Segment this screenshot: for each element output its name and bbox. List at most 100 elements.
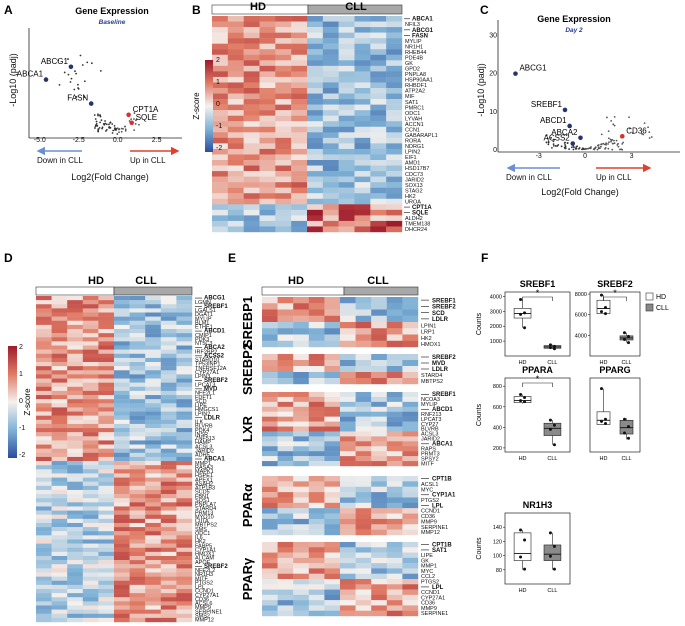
- heatmap-cell: [370, 76, 387, 83]
- zscore-tick: -2: [216, 145, 222, 152]
- volcano-point: [648, 137, 651, 139]
- heatmap-cell: [293, 421, 309, 427]
- heatmap-cell: [51, 551, 68, 557]
- heatmap-cell: [354, 182, 371, 188]
- heatmap-cell: [176, 353, 193, 359]
- heatmap-cell: [340, 524, 356, 530]
- heatmap-cell: [98, 560, 115, 565]
- heatmap-cell: [51, 506, 68, 511]
- boxplot-ylabel: Counts: [476, 537, 483, 560]
- heatmap-cell: [340, 568, 356, 574]
- volcano-point: [123, 125, 126, 128]
- heatmap-cell: [82, 395, 99, 400]
- heatmap-cell: [262, 518, 278, 525]
- heatmap-cell: [145, 514, 161, 520]
- heatmap-cell: [145, 461, 161, 466]
- heatmap-cell: [82, 613, 99, 619]
- gene-label: CCL2: [421, 574, 435, 580]
- heatmap-cell: [262, 354, 278, 361]
- heatmap-cell: [67, 477, 83, 482]
- heatmap-cell: [354, 176, 371, 183]
- heatmap-cell: [176, 568, 193, 573]
- heatmap-cell: [51, 555, 68, 561]
- heatmap-cell: [98, 601, 115, 606]
- heatmap-cell: [275, 226, 292, 233]
- heatmap-cell: [340, 431, 356, 437]
- heatmap-cell: [67, 337, 83, 342]
- volcano-point: [97, 113, 99, 116]
- heatmap-cell: [386, 529, 403, 536]
- heatmap-cell: [262, 396, 278, 403]
- heatmap-cell: [243, 110, 260, 116]
- heatmap-cell: [82, 539, 99, 544]
- heatmap-cell: [114, 403, 130, 408]
- heatmap-cell: [36, 386, 52, 392]
- y-tick-label: 0: [493, 147, 497, 154]
- significance-star: *: [536, 374, 540, 384]
- heatmap-cell: [308, 315, 325, 323]
- gene-label: FDFT1: [195, 395, 212, 401]
- heatmap-cell: [51, 415, 68, 420]
- heatmap-cell: [402, 529, 419, 536]
- heatmap-cell: [227, 32, 244, 39]
- gene-label: HK2: [195, 539, 206, 545]
- y-tick-label: 30: [489, 32, 497, 39]
- heatmap-cell: [82, 337, 99, 342]
- heatmap-cell: [98, 498, 115, 503]
- heatmap-cell: [340, 406, 356, 412]
- volcano-point: [582, 147, 585, 150]
- heatmap-cell: [402, 456, 419, 462]
- heatmap-cell: [402, 542, 419, 548]
- heatmap-cell: [82, 597, 99, 602]
- heatmap-cell: [67, 609, 83, 614]
- heatmap-cell: [402, 416, 419, 422]
- heatmap-cell: [129, 341, 146, 346]
- gene-label: RASA3: [195, 465, 213, 471]
- heatmap-cell: [277, 547, 294, 553]
- heatmap-cell: [145, 423, 161, 429]
- heatmap-cell: [402, 396, 419, 403]
- heatmap-cell: [386, 340, 403, 348]
- heatmap-cell: [227, 165, 244, 172]
- volcano-point: [102, 123, 105, 125]
- volcano-point: [573, 146, 575, 149]
- gene-label: ABCA1: [204, 457, 225, 463]
- heatmap-cell: [145, 399, 161, 404]
- heatmap-cell: [402, 476, 419, 482]
- heatmap-cell: [243, 220, 260, 227]
- heatmap-cell: [291, 76, 308, 83]
- heatmap-cell: [160, 341, 177, 346]
- volcano-point: [566, 142, 569, 144]
- heatmap-cell: [370, 126, 387, 133]
- heatmap-cell: [67, 576, 83, 581]
- heatmap-cell: [176, 411, 193, 416]
- heatmap-cell: [322, 209, 339, 216]
- heatmap-cell: [160, 527, 177, 532]
- heatmap-cell: [277, 401, 294, 407]
- box-body: [619, 419, 634, 435]
- heatmap-cell: [259, 71, 276, 78]
- heatmap-cell: [355, 411, 372, 417]
- heatmap-cell: [98, 316, 115, 321]
- heatmap-cell: [129, 308, 146, 313]
- heatmap-cell: [262, 508, 278, 514]
- heatmap-cell: [354, 65, 371, 72]
- boxplot-title: NR1H3: [523, 500, 553, 510]
- heatmap-cell: [340, 396, 356, 403]
- heatmap-cell: [322, 43, 339, 50]
- heatmap-cell: [145, 452, 161, 458]
- heatmap-cell: [338, 71, 355, 78]
- heatmap-cell: [262, 552, 278, 559]
- heatmap-cell: [98, 613, 115, 619]
- heatmap-cell: [36, 403, 52, 408]
- gene-label: MMP12: [421, 530, 440, 536]
- heatmap-cell: [36, 481, 52, 487]
- volcano-point-label: ABCA2: [551, 128, 578, 137]
- heatmap-cell: [291, 71, 308, 78]
- heatmap-cell: [227, 65, 244, 72]
- heatmap-cell: [277, 297, 294, 304]
- heatmap-cell: [243, 16, 260, 22]
- pathway-label: PPARγ: [240, 557, 255, 600]
- heatmap-cell: [114, 324, 130, 330]
